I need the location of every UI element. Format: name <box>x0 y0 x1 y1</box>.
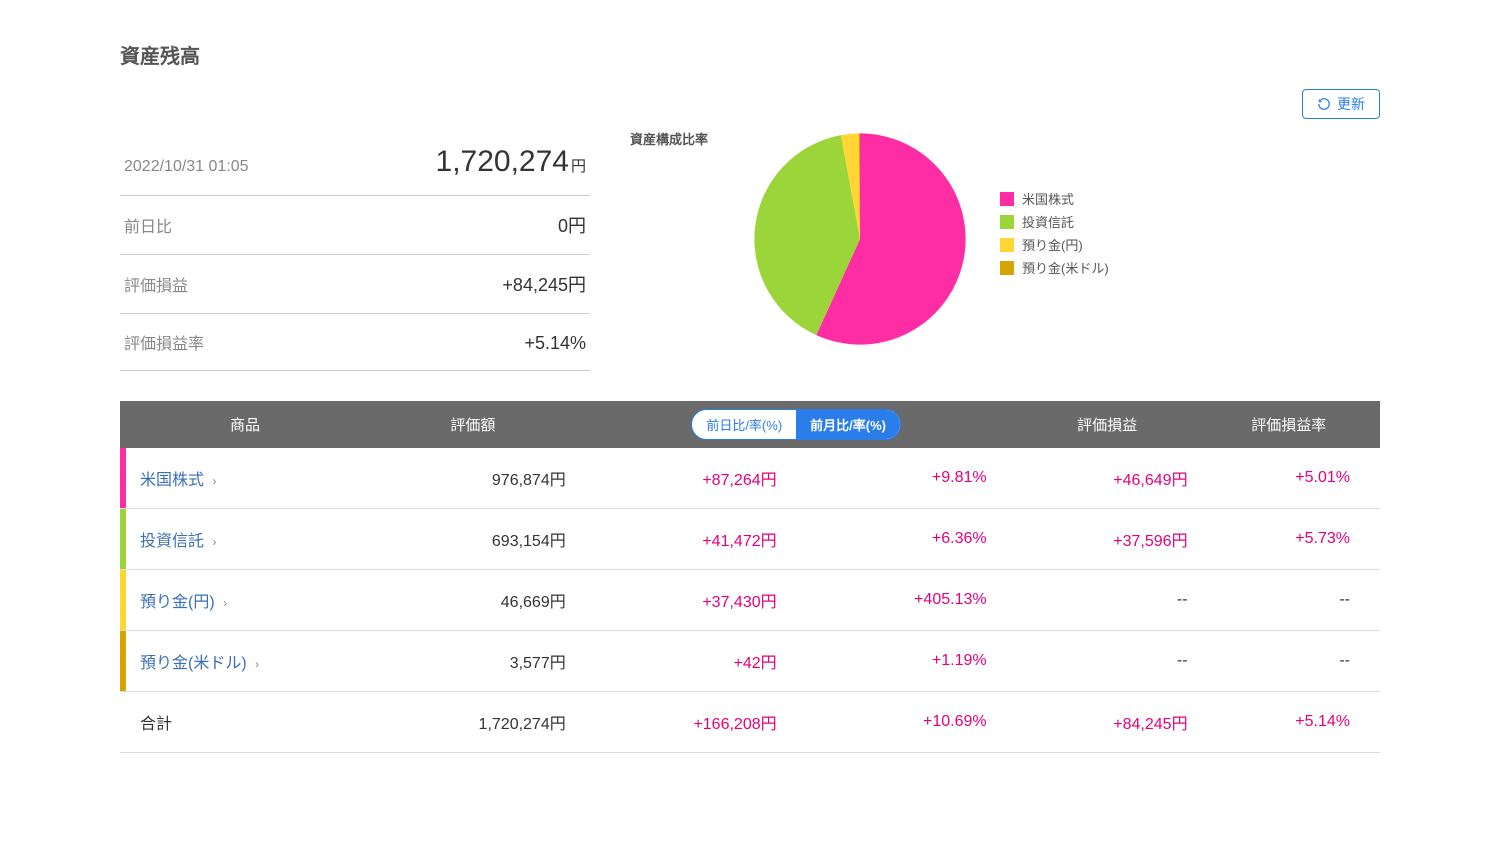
chart-legend: 米国株式投資信託預り金(円) 預り金(米ドル) <box>1000 129 1109 277</box>
page-title: 資産残高 <box>120 40 1380 69</box>
th-pl-rate: 評価損益率 <box>1198 401 1380 448</box>
row-color-bar <box>120 448 126 508</box>
summary-total-unit: 円 <box>571 158 586 175</box>
table-footer: 合計 1,720,274円 +166,208円 +10.69% +84,245円… <box>120 692 1380 753</box>
cell-change-pct: +1.19% <box>787 631 1017 692</box>
cell-pl: -- <box>1017 570 1198 631</box>
legend-item: 預り金(米ドル) <box>1000 258 1109 277</box>
chevron-right-icon: › <box>223 596 227 610</box>
cell-pl: +46,649円 <box>1017 448 1198 509</box>
table-header: 商品 評価額 前日比/率(%) 前月比/率(%) 評価損益 評価損益率 <box>120 401 1380 448</box>
total-row: 合計 1,720,274円 +166,208円 +10.69% +84,245円… <box>120 692 1380 753</box>
refresh-label: 更新 <box>1337 94 1365 114</box>
summary-timestamp: 2022/10/31 01:05 <box>124 158 249 176</box>
cell-pl: +37,596円 <box>1017 509 1198 570</box>
cell-valuation: 976,874円 <box>370 448 576 509</box>
cell-product: 預り金(円) › <box>120 570 370 631</box>
refresh-button[interactable]: 更新 <box>1302 89 1380 119</box>
cell-product: 米国株式 › <box>120 448 370 509</box>
legend-label: 預り金(米ドル) <box>1022 258 1109 277</box>
cell-pl-rate: +5.01% <box>1198 448 1380 509</box>
summary-total-value: 1,720,274円 <box>436 145 586 179</box>
total-pl-rate: +5.14% <box>1198 692 1380 753</box>
pie-chart <box>750 129 970 349</box>
summary-pl-value: +84,245円 <box>502 271 586 297</box>
summary-panel: 2022/10/31 01:05 1,720,274円 前日比 0円 評価損益 … <box>120 129 590 371</box>
chevron-right-icon: › <box>255 657 259 671</box>
pie-chart-svg <box>750 129 970 349</box>
th-product: 商品 <box>120 401 370 448</box>
cell-change-pct: +405.13% <box>787 570 1017 631</box>
product-link[interactable]: 米国株式 › <box>140 472 216 489</box>
refresh-row: 更新 <box>120 89 1380 119</box>
summary-pl-label: 評価損益 <box>124 272 188 296</box>
summary-prevday-row: 前日比 0円 <box>120 196 590 255</box>
product-link[interactable]: 預り金(円) › <box>140 594 227 611</box>
cell-change-amt: +87,264円 <box>576 448 787 509</box>
cell-change-pct: +6.36% <box>787 509 1017 570</box>
cell-product: 預り金(米ドル) › <box>120 631 370 692</box>
legend-item: 預り金(円) <box>1000 235 1109 254</box>
legend-label: 投資信託 <box>1022 212 1074 231</box>
cell-valuation: 3,577円 <box>370 631 576 692</box>
row-color-bar <box>120 631 126 691</box>
th-pl: 評価損益 <box>1017 401 1198 448</box>
total-valuation: 1,720,274円 <box>370 692 576 753</box>
cell-pl-rate: -- <box>1198 570 1380 631</box>
toggle-prev-month[interactable]: 前月比/率(%) <box>796 410 900 439</box>
chart-block: 資産構成比率 米国株式投資信託預り金(円) 預り金(米ドル) <box>630 129 1380 371</box>
legend-swatch <box>1000 215 1014 229</box>
row-color-bar <box>120 509 126 569</box>
summary-prevday-value: 0円 <box>558 212 586 238</box>
legend-item: 投資信託 <box>1000 212 1109 231</box>
total-change-pct: +10.69% <box>787 692 1017 753</box>
refresh-icon <box>1317 97 1331 111</box>
toggle-prev-day[interactable]: 前日比/率(%) <box>692 410 796 439</box>
table-row: 預り金(米ドル) ›3,577円+42円+1.19%---- <box>120 631 1380 692</box>
cell-change-pct: +9.81% <box>787 448 1017 509</box>
summary-prevday-label: 前日比 <box>124 213 172 237</box>
legend-swatch <box>1000 238 1014 252</box>
period-toggle: 前日比/率(%) 前月比/率(%) <box>691 409 901 440</box>
chart-title: 資産構成比率 <box>630 129 720 148</box>
cell-valuation: 693,154円 <box>370 509 576 570</box>
cell-pl-rate: +5.73% <box>1198 509 1380 570</box>
legend-swatch <box>1000 261 1014 275</box>
summary-total-row: 2022/10/31 01:05 1,720,274円 <box>120 129 590 196</box>
summary-plrate-row: 評価損益率 +5.14% <box>120 314 590 371</box>
cell-product: 投資信託 › <box>120 509 370 570</box>
upper-section: 2022/10/31 01:05 1,720,274円 前日比 0円 評価損益 … <box>120 129 1380 371</box>
cell-valuation: 46,669円 <box>370 570 576 631</box>
cell-change-amt: +42円 <box>576 631 787 692</box>
total-label: 合計 <box>120 692 370 753</box>
legend-swatch <box>1000 192 1014 206</box>
assets-table: 商品 評価額 前日比/率(%) 前月比/率(%) 評価損益 評価損益率 米国株式… <box>120 401 1380 753</box>
summary-plrate-label: 評価損益率 <box>124 330 204 354</box>
legend-label: 米国株式 <box>1022 189 1074 208</box>
total-change-amt: +166,208円 <box>576 692 787 753</box>
total-pl: +84,245円 <box>1017 692 1198 753</box>
cell-change-amt: +41,472円 <box>576 509 787 570</box>
legend-item: 米国株式 <box>1000 189 1109 208</box>
table-body: 米国株式 › 976,874円+87,264円+9.81%+46,649円+5.0… <box>120 448 1380 692</box>
summary-plrate-value: +5.14% <box>524 333 586 354</box>
cell-pl-rate: -- <box>1198 631 1380 692</box>
legend-label: 預り金(円) <box>1022 235 1083 254</box>
cell-pl: -- <box>1017 631 1198 692</box>
summary-total-number: 1,720,274 <box>436 145 569 178</box>
row-color-bar <box>120 570 126 630</box>
product-link[interactable]: 投資信託 › <box>140 533 216 550</box>
chevron-right-icon: › <box>212 535 216 549</box>
th-valuation: 評価額 <box>370 401 576 448</box>
table-row: 投資信託 › 693,154円+41,472円+6.36%+37,596円+5.7… <box>120 509 1380 570</box>
summary-pl-row: 評価損益 +84,245円 <box>120 255 590 314</box>
table-row: 米国株式 › 976,874円+87,264円+9.81%+46,649円+5.0… <box>120 448 1380 509</box>
product-link[interactable]: 預り金(米ドル) › <box>140 655 259 672</box>
table-row: 預り金(円) ›46,669円+37,430円+405.13%---- <box>120 570 1380 631</box>
cell-change-amt: +37,430円 <box>576 570 787 631</box>
th-change-toggle: 前日比/率(%) 前月比/率(%) <box>576 401 1017 448</box>
chevron-right-icon: › <box>212 474 216 488</box>
